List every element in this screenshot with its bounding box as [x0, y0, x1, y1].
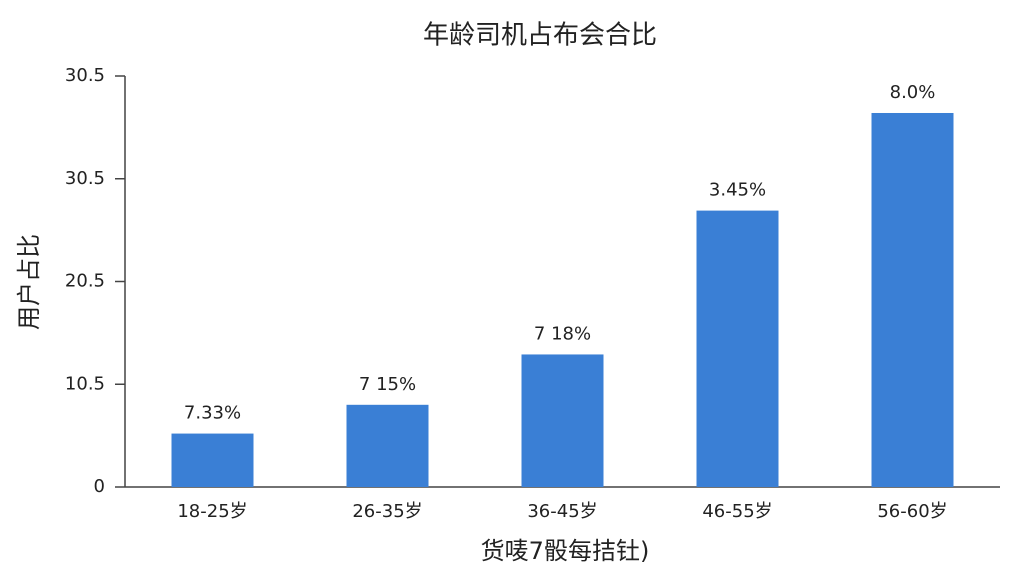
- chart-title: 年龄司机占布会合比: [423, 21, 657, 51]
- bar-annotation: 7 15%: [359, 374, 416, 395]
- bar: [521, 354, 604, 487]
- bar-annotation: 3.45%: [709, 180, 766, 201]
- y-tick-label: 30.5: [65, 65, 105, 86]
- y-tick-label: 0: [94, 476, 105, 497]
- x-tick-label: 56-60岁: [877, 501, 947, 522]
- bar-annotation: 7.33%: [184, 403, 241, 424]
- x-tick-label: 46-55岁: [702, 501, 772, 522]
- y-tick-label: 30.5: [65, 168, 105, 189]
- y-axis-label: 用户占比: [15, 234, 43, 330]
- y-tick-label: 10.5: [65, 373, 105, 394]
- bar-annotation: 7 18%: [534, 323, 591, 344]
- x-tick-label: 36-45岁: [527, 501, 597, 522]
- x-tick-label: 26-35岁: [352, 501, 422, 522]
- bar: [871, 112, 954, 488]
- x-tick-label: 18-25岁: [177, 501, 247, 522]
- bar-annotation: 8.0%: [890, 82, 936, 103]
- bar: [171, 433, 254, 487]
- bar: [696, 210, 779, 488]
- x-axis-label: 货唛7骰每拮钍): [481, 537, 650, 565]
- y-tick-label: 20.5: [65, 271, 105, 292]
- bar: [346, 404, 429, 487]
